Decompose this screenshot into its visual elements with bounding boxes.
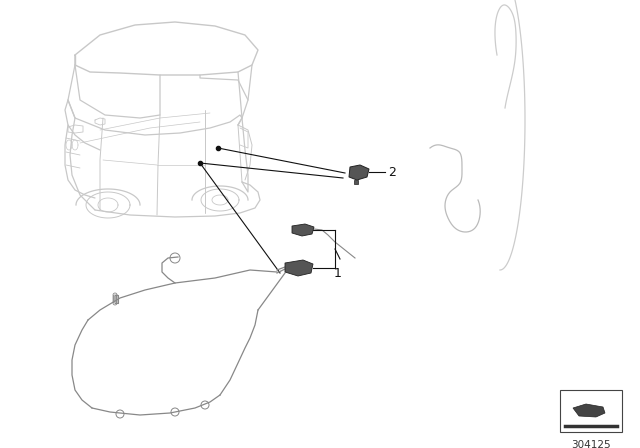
Polygon shape — [349, 165, 369, 180]
Polygon shape — [285, 260, 313, 276]
Text: 1: 1 — [334, 267, 342, 280]
Bar — [560, 390, 622, 432]
Text: 2: 2 — [388, 165, 396, 178]
Polygon shape — [573, 404, 605, 417]
Polygon shape — [292, 224, 314, 236]
Text: 304125: 304125 — [571, 440, 611, 448]
Polygon shape — [354, 180, 358, 184]
